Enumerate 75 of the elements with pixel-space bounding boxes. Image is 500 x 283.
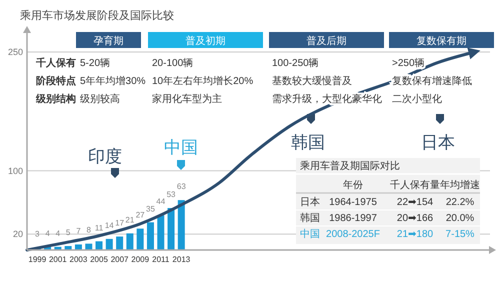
x-tick-label: 2001: [48, 255, 68, 264]
x-tick-label: 1999: [28, 255, 47, 264]
data-label: 21: [125, 215, 135, 224]
text: 孕育期: [94, 35, 124, 47]
y-tick-label: 100: [8, 166, 23, 176]
annotation: 20➡166: [396, 213, 434, 224]
annotation: 阶段特点: [36, 75, 76, 87]
annotation: 乘用车普及期国际对比: [300, 160, 400, 172]
annotation: >250辆: [392, 57, 425, 69]
data-label: 63: [176, 182, 186, 192]
x-tick-label: 2005: [90, 255, 108, 264]
annotation: 中国: [164, 138, 198, 157]
annotation: 22➡154: [396, 197, 434, 208]
annotation: 1964-1975: [329, 197, 378, 208]
annotation: 2008-2025F: [326, 229, 380, 240]
annotation: 20-100辆: [152, 57, 194, 69]
annotation: 年份: [343, 179, 363, 191]
annotation: 20.0%: [446, 213, 474, 224]
annotation: 7-15%: [446, 229, 475, 240]
data-label: 27: [136, 210, 146, 220]
data-label: 5: [66, 228, 71, 238]
bar: [85, 244, 92, 250]
bar: [74, 244, 82, 250]
chart-title: 乘用车市场发展阶段及国际比较: [20, 9, 174, 22]
annotation: 日本: [300, 196, 320, 208]
bar: [126, 233, 134, 250]
x-tick-label: 2007: [110, 255, 130, 264]
annotation: 100-250辆: [272, 57, 319, 69]
data-label: 53: [166, 190, 176, 200]
annotation: 基数较大缓慢普及: [272, 75, 352, 87]
data-label: 4: [45, 228, 50, 238]
data-label: 17: [115, 218, 125, 228]
bar: [178, 200, 185, 250]
bar: [116, 236, 124, 250]
annotation: 5年年均增30%: [80, 75, 146, 87]
annotation: 级别结构: [35, 93, 76, 105]
annotation: 1986-1997: [329, 213, 378, 224]
annotation: 家用化车型为主: [152, 93, 222, 105]
bar: [136, 228, 144, 250]
annotation: 千人保有: [35, 57, 76, 69]
data-label: 35: [146, 204, 156, 214]
x-tick-label: 2003: [70, 255, 88, 264]
annotation: 韩国: [300, 212, 320, 224]
data-label: 4: [56, 228, 61, 238]
data-label: 8: [86, 226, 92, 235]
bar: [96, 241, 103, 250]
data-label: 44: [156, 197, 166, 206]
x-tick-label: 2011: [152, 255, 170, 264]
annotation: 千人保有量: [390, 179, 440, 191]
annotation: 级别较高: [80, 93, 120, 105]
data-label: 3: [35, 230, 40, 239]
text: 普及后期: [306, 35, 346, 47]
y-tick-label: 250: [8, 47, 23, 57]
bar: [157, 215, 164, 250]
data-label: 7: [76, 226, 82, 236]
y-tick-label: 20: [12, 229, 23, 240]
annotation: 二次小型化: [392, 93, 442, 105]
data-label: 14: [104, 220, 114, 230]
annotation: 印度: [88, 147, 122, 166]
annotation: 韩国: [291, 133, 325, 152]
bar: [146, 222, 154, 250]
x-tick-label: 2009: [131, 255, 150, 264]
annotation: 22.2%: [446, 197, 474, 208]
data-label: 11: [94, 223, 104, 232]
bar: [106, 238, 113, 250]
bar: [168, 208, 175, 250]
x-tick-label: 2013: [172, 255, 191, 264]
annotation: 10年左右年均增长20%: [152, 75, 254, 87]
annotation: 5-20辆: [80, 57, 110, 69]
annotation: 21➡180: [396, 229, 434, 240]
annotation: 年均增速: [440, 179, 480, 191]
annotation: 日本: [421, 133, 455, 152]
annotation: 中国: [300, 228, 320, 240]
text: 普及初期: [186, 35, 226, 47]
text: 复数保有期: [416, 35, 466, 47]
